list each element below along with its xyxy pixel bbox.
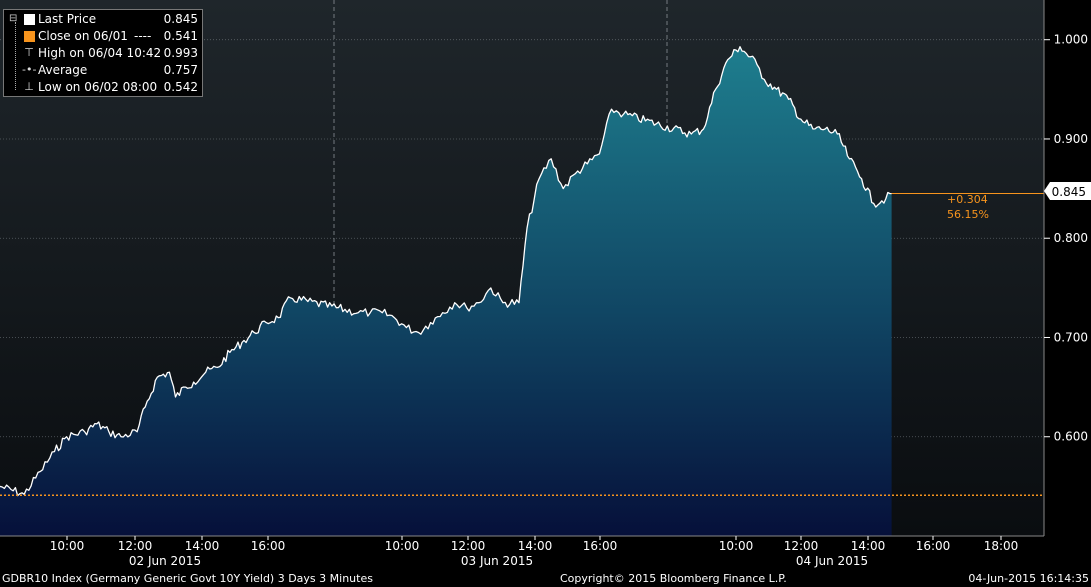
x-tick-label: 14:00 [518,539,553,553]
price-area [0,46,892,536]
low-marker-icon: ⊥ [24,80,34,93]
footer-timestamp: 04-Jun-2015 16:14:35 [968,572,1089,585]
x-axis-ticks: 10:00 12:00 14:00 16:00 10:00 12:00 14:00 16:00… [50,536,1019,568]
legend-value: 0.542 [163,80,198,94]
footer-copyright: Copyright© 2015 Bloomberg Finance L.P. [560,572,787,585]
legend: ⊟ Last Price 0.845 Close on 06/01 ---- 0… [3,9,203,97]
price-line [0,46,892,497]
high-marker-icon: ⊤ [24,46,34,59]
legend-item-close: Close on 06/01 ---- 0.541 [4,28,198,44]
legend-value: 0.541 [163,29,198,43]
legend-label: Average [38,63,88,77]
legend-item-high: ⊤ High on 06/04 10:42 0.993 [4,45,198,61]
x-tick-label: 16:00 [251,539,286,553]
x-tick-label: 16:00 [916,539,951,553]
y-tick-label: 0.700 [1054,330,1088,344]
y-tick-label: 1.000 [1054,33,1088,47]
legend-value: 0.993 [163,46,198,60]
close-swatch [24,31,35,42]
legend-label: Low on 06/02 08:00 [38,80,158,94]
legend-label: Last Price [38,12,97,26]
x-date-label: 04 Jun 2015 [796,554,868,568]
x-tick-label: 16:00 [583,539,618,553]
x-date-label: 03 Jun 2015 [461,554,533,568]
collapse-icon[interactable]: ⊟ [9,13,18,24]
x-tick-label: 12:00 [784,539,819,553]
last-price-swatch [24,14,35,25]
change-percent: 56.15% [947,208,989,221]
legend-label: Close on 06/01 [38,29,128,43]
y-axis-panel [1044,0,1091,536]
y-tick-label: 0.900 [1054,132,1088,146]
legend-item-last-price: ⊟ Last Price 0.845 [4,11,198,27]
average-marker-icon: -•- [22,63,37,76]
legend-tree-line [15,22,16,90]
x-date-label: 02 Jun 2015 [129,554,201,568]
x-tick-label: 12:00 [118,539,153,553]
legend-value: 0.757 [163,63,198,77]
x-tick-label: 18:00 [984,539,1019,553]
x-tick-label: 10:00 [50,539,85,553]
y-tick-label: 0.600 [1054,430,1088,444]
close-dash: ---- [134,29,152,43]
x-axis-panel [0,536,1044,570]
y-tick-label: 0.800 [1054,231,1088,245]
change-value: +0.304 [947,193,988,206]
legend-value: 0.845 [163,12,198,26]
legend-item-average: -•- Average 0.757 [4,62,198,78]
x-tick-label: 14:00 [851,539,886,553]
x-tick-label: 12:00 [451,539,486,553]
x-tick-label: 10:00 [385,539,420,553]
day-separators [333,0,668,570]
last-price-value: 0.845 [1052,185,1086,199]
footer-security: GDBR10 Index (Germany Generic Govt 10Y Y… [2,572,373,585]
legend-label: High on 06/04 10:42 [38,46,162,60]
y-axis-ticks: 0.600 0.700 0.800 0.900 1.000 [1044,33,1088,444]
x-tick-label: 14:00 [185,539,220,553]
legend-item-low: ⊥ Low on 06/02 08:00 0.542 [4,79,198,95]
last-price-tag: 0.845 [1044,182,1091,200]
x-tick-label: 10:00 [719,539,754,553]
